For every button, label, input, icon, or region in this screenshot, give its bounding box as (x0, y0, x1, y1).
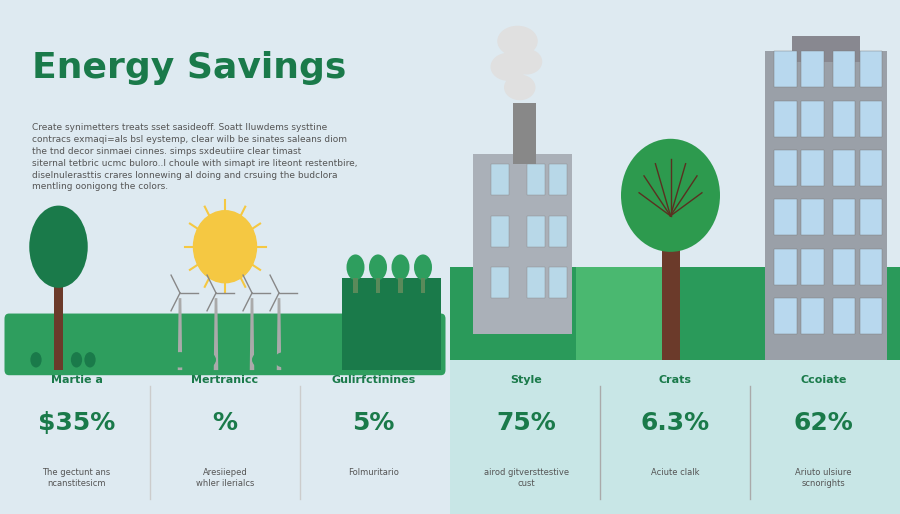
FancyBboxPatch shape (832, 51, 855, 87)
Text: 5%: 5% (352, 411, 395, 435)
FancyBboxPatch shape (4, 314, 446, 375)
FancyBboxPatch shape (549, 164, 567, 195)
Text: Crats: Crats (659, 375, 691, 385)
FancyBboxPatch shape (0, 370, 450, 514)
Ellipse shape (252, 352, 270, 368)
Ellipse shape (369, 254, 387, 280)
Polygon shape (54, 267, 63, 370)
FancyBboxPatch shape (526, 267, 544, 298)
FancyBboxPatch shape (513, 103, 536, 164)
FancyBboxPatch shape (801, 199, 824, 235)
Text: Mertranicc: Mertranicc (192, 375, 258, 385)
Text: Ccoiate: Ccoiate (800, 375, 847, 385)
Text: Aresiieped
whler ilerialcs: Aresiieped whler ilerialcs (196, 468, 254, 488)
FancyBboxPatch shape (860, 150, 882, 186)
Ellipse shape (497, 26, 538, 57)
FancyBboxPatch shape (774, 199, 796, 235)
FancyBboxPatch shape (832, 249, 855, 285)
FancyBboxPatch shape (860, 249, 882, 285)
FancyBboxPatch shape (491, 164, 508, 195)
Ellipse shape (31, 352, 41, 368)
FancyBboxPatch shape (549, 216, 567, 247)
Text: Create synimetters treats sset sasideoff. Soatt Iluwdems systtine
contracs exmaq: Create synimetters treats sset sasideoff… (32, 123, 357, 191)
FancyBboxPatch shape (491, 216, 508, 247)
FancyBboxPatch shape (801, 51, 824, 87)
Polygon shape (662, 247, 680, 360)
Ellipse shape (9, 342, 36, 368)
Text: Martie a: Martie a (50, 375, 103, 385)
FancyBboxPatch shape (832, 199, 855, 235)
Text: $35%: $35% (38, 411, 115, 435)
Ellipse shape (225, 352, 243, 368)
Ellipse shape (414, 254, 432, 280)
Text: 75%: 75% (497, 411, 556, 435)
Text: 62%: 62% (794, 411, 853, 435)
FancyBboxPatch shape (801, 150, 824, 186)
FancyBboxPatch shape (801, 298, 824, 334)
FancyBboxPatch shape (832, 101, 855, 137)
FancyBboxPatch shape (450, 360, 900, 514)
Polygon shape (178, 298, 182, 370)
Text: Gulirfctinines: Gulirfctinines (331, 375, 416, 385)
Ellipse shape (171, 352, 189, 368)
Polygon shape (353, 278, 358, 293)
FancyBboxPatch shape (860, 199, 882, 235)
Ellipse shape (511, 49, 542, 75)
FancyBboxPatch shape (774, 249, 796, 285)
Polygon shape (421, 278, 425, 293)
Ellipse shape (491, 52, 526, 81)
Text: airod gitversttestive
cust: airod gitversttestive cust (484, 468, 569, 488)
FancyBboxPatch shape (450, 267, 900, 360)
Text: Aciute clalk: Aciute clalk (651, 468, 699, 477)
FancyBboxPatch shape (774, 101, 796, 137)
FancyBboxPatch shape (801, 101, 824, 137)
Ellipse shape (504, 75, 536, 100)
Polygon shape (250, 298, 255, 370)
Text: Folmuritario: Folmuritario (348, 468, 399, 477)
Ellipse shape (71, 352, 82, 368)
FancyBboxPatch shape (342, 278, 441, 370)
FancyBboxPatch shape (832, 150, 855, 186)
FancyBboxPatch shape (549, 267, 567, 298)
FancyBboxPatch shape (491, 267, 508, 298)
FancyBboxPatch shape (765, 51, 886, 360)
Text: Energy Savings: Energy Savings (32, 51, 346, 85)
FancyBboxPatch shape (792, 36, 860, 62)
Ellipse shape (621, 139, 720, 252)
Polygon shape (214, 298, 218, 370)
Ellipse shape (198, 352, 216, 368)
FancyBboxPatch shape (832, 298, 855, 334)
Ellipse shape (392, 254, 410, 280)
FancyBboxPatch shape (774, 150, 796, 186)
FancyBboxPatch shape (774, 298, 796, 334)
Polygon shape (277, 298, 281, 370)
FancyBboxPatch shape (860, 298, 882, 334)
Polygon shape (376, 278, 380, 293)
FancyBboxPatch shape (526, 216, 544, 247)
Circle shape (194, 211, 256, 283)
Text: The gectunt ans
ncanstitesicm: The gectunt ans ncanstitesicm (42, 468, 111, 488)
FancyBboxPatch shape (472, 154, 572, 334)
FancyBboxPatch shape (526, 164, 544, 195)
Polygon shape (398, 278, 403, 293)
FancyBboxPatch shape (860, 101, 882, 137)
FancyBboxPatch shape (774, 51, 796, 87)
FancyBboxPatch shape (576, 267, 666, 360)
FancyBboxPatch shape (801, 249, 824, 285)
Text: %: % (212, 411, 238, 435)
Text: Style: Style (510, 375, 543, 385)
Ellipse shape (85, 352, 95, 368)
Text: 6.3%: 6.3% (641, 411, 709, 435)
Text: Ariuto ulsiure
scnorights: Ariuto ulsiure scnorights (796, 468, 851, 488)
Ellipse shape (274, 352, 292, 368)
Ellipse shape (29, 206, 88, 288)
FancyBboxPatch shape (860, 51, 882, 87)
Ellipse shape (346, 254, 364, 280)
